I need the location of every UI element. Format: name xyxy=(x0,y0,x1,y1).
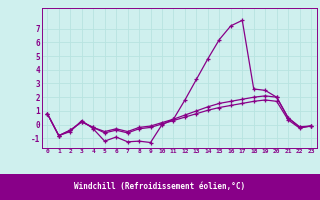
Text: Windchill (Refroidissement éolien,°C): Windchill (Refroidissement éolien,°C) xyxy=(75,182,245,192)
